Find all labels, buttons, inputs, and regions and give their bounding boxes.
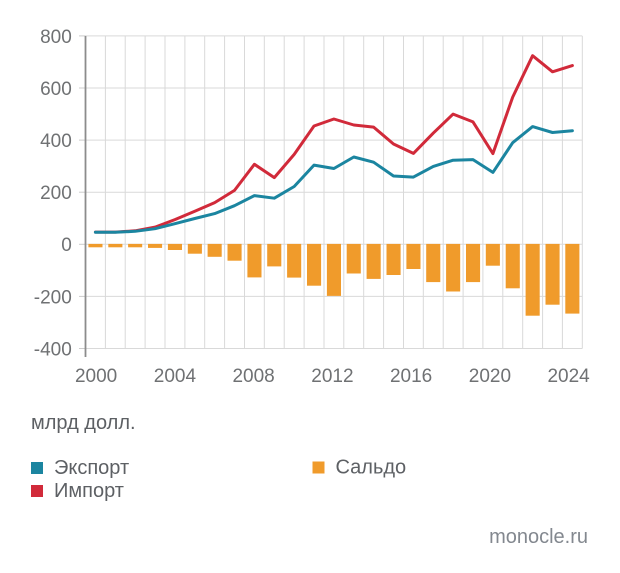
svg-text:400: 400 <box>40 131 72 152</box>
svg-text:600: 600 <box>40 79 72 100</box>
svg-text:Экспорт: Экспорт <box>54 457 129 479</box>
svg-text:2024: 2024 <box>547 366 590 387</box>
svg-text:2020: 2020 <box>469 366 511 387</box>
svg-text:800: 800 <box>40 27 72 48</box>
svg-text:2012: 2012 <box>311 366 353 387</box>
svg-text:Сальдо: Сальдо <box>336 457 407 479</box>
svg-text:-200: -200 <box>34 287 72 308</box>
svg-text:2004: 2004 <box>154 366 197 387</box>
svg-text:0: 0 <box>61 235 72 256</box>
svg-text:2000: 2000 <box>75 366 117 387</box>
svg-text:млрд долл.: млрд долл. <box>31 412 136 434</box>
svg-text:200: 200 <box>40 183 72 204</box>
svg-text:-400: -400 <box>34 339 72 360</box>
svg-text:2016: 2016 <box>390 366 432 387</box>
svg-text:monocle.ru: monocle.ru <box>489 526 588 548</box>
svg-text:Импорт: Импорт <box>54 480 124 502</box>
svg-text:2008: 2008 <box>232 366 274 387</box>
